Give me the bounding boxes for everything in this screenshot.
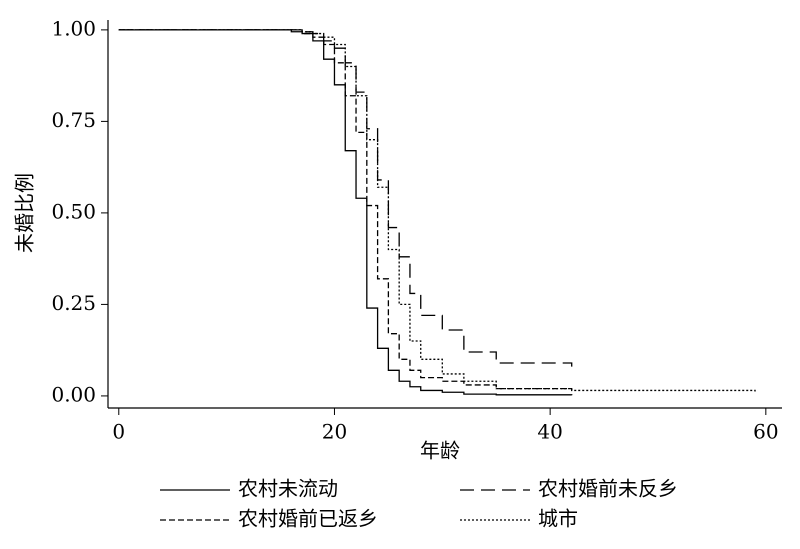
km-line: [118, 29, 573, 396]
y-tick-label: 0.00: [51, 382, 96, 406]
y-tick-label: 0.75: [51, 108, 96, 132]
km-line: [118, 29, 573, 367]
y-axis-label: 未婚比例: [13, 173, 37, 253]
y-tick-label: 1.00: [51, 16, 96, 40]
x-tick-label: 60: [753, 420, 778, 444]
x-axis-label: 年龄: [420, 439, 460, 463]
x-tick-label: 20: [322, 420, 347, 444]
x-tick-label: 0: [112, 420, 125, 444]
legend-label: 农村婚前已返乡: [238, 507, 378, 531]
x-tick-label: 40: [537, 420, 562, 444]
y-tick-label: 0.50: [51, 199, 96, 223]
y-tick-label: 0.25: [51, 291, 96, 315]
legend-label: 农村未流动: [238, 477, 338, 501]
km-line: [118, 29, 756, 392]
km-line: [118, 29, 573, 391]
legend-label: 城市: [538, 507, 578, 531]
legend-label: 农村婚前未反乡: [538, 477, 678, 501]
